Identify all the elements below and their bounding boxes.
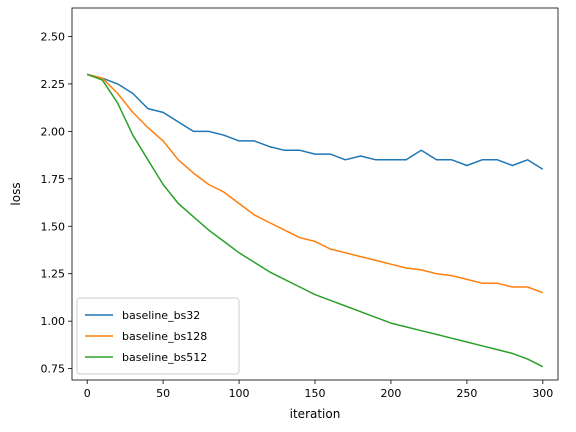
x-tick-label: 250 [456, 387, 477, 400]
x-tick-label: 50 [156, 387, 170, 400]
y-tick-label: 0.75 [41, 363, 66, 376]
series-line-baseline_bs512 [86, 73, 544, 368]
y-axis-ticks: 0.75 1.00 1.25 1.50 1.75 2.00 2.25 2.50 [41, 30, 72, 376]
y-tick-label: 1.75 [41, 173, 66, 186]
legend-box [76, 297, 240, 375]
series-line-baseline_bs128 [87, 73, 544, 294]
legend-label: baseline_bs32 [122, 309, 200, 322]
x-tick-label: 150 [305, 387, 326, 400]
x-tick-label: 0 [84, 387, 91, 400]
y-tick-label: 2.25 [41, 78, 66, 91]
x-tick-label: 200 [380, 387, 401, 400]
series-lines [86, 73, 544, 368]
legend-label: baseline_bs512 [122, 351, 207, 364]
series-line-baseline_bs32 [87, 73, 544, 170]
y-tick-label: 2.00 [41, 125, 66, 138]
y-tick-label: 2.50 [41, 30, 66, 43]
y-tick-label: 1.00 [41, 315, 66, 328]
y-axis-label: loss [9, 182, 23, 205]
x-axis-label: iteration [290, 407, 341, 421]
y-tick-label: 1.25 [41, 268, 66, 281]
y-tick-label: 1.50 [41, 220, 66, 233]
x-axis-ticks: 0 50 100 150 200 250 300 [84, 380, 553, 400]
legend-label: baseline_bs128 [122, 330, 207, 343]
legend: baseline_bs32 baseline_bs128 baseline_bs51… [76, 297, 240, 375]
x-tick-label: 300 [532, 387, 553, 400]
x-tick-label: 100 [229, 387, 250, 400]
